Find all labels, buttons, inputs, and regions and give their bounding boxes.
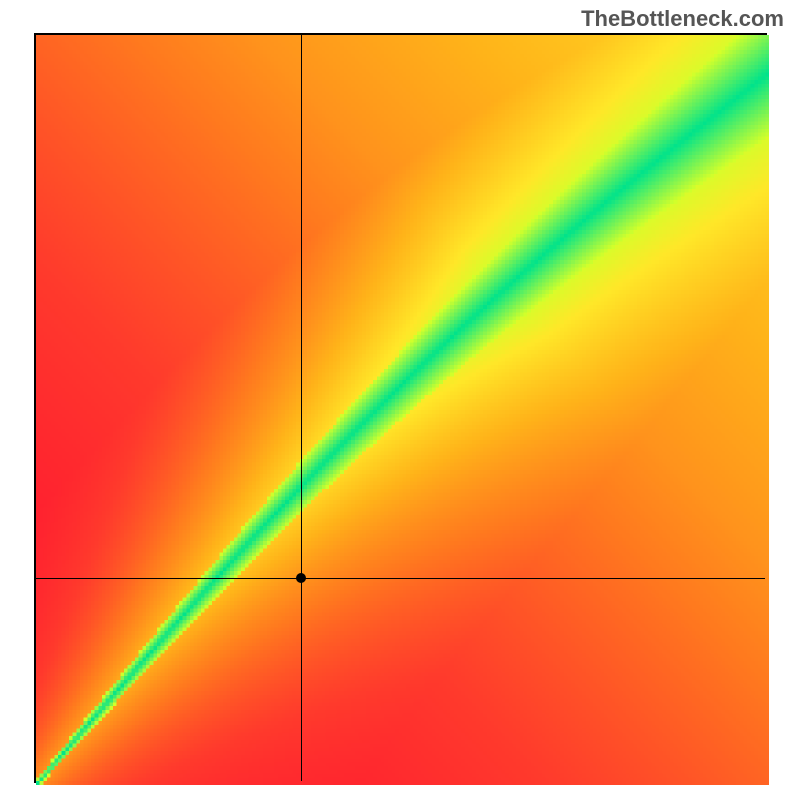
chart-frame: TheBottleneck.com	[0, 0, 800, 800]
watermark-text: TheBottleneck.com	[581, 6, 784, 32]
crosshair-vertical	[301, 35, 302, 781]
heatmap-canvas	[36, 35, 769, 785]
heatmap-plot-area	[34, 33, 767, 783]
crosshair-marker-dot	[296, 573, 306, 583]
crosshair-horizontal	[36, 578, 765, 579]
